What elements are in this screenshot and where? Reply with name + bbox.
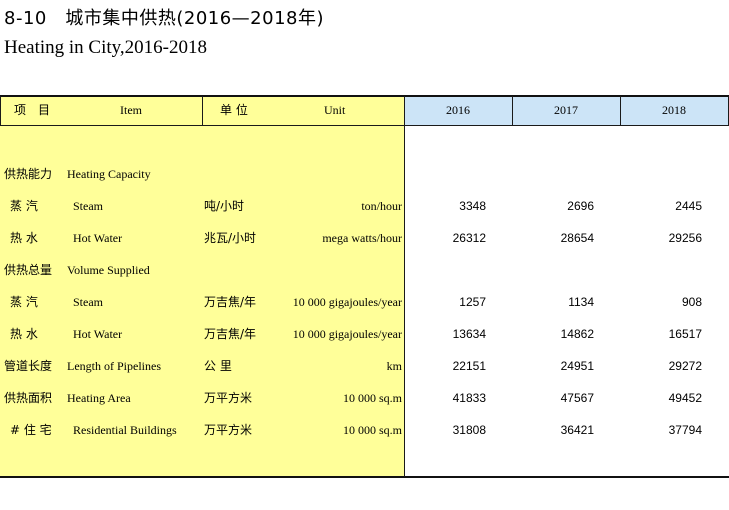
row-unit-cn: 公 里 — [204, 359, 232, 373]
label-column-divider — [404, 96, 405, 477]
row-value: 14862 — [560, 327, 594, 341]
row-value: 28654 — [560, 231, 594, 245]
row-value: 49452 — [668, 391, 702, 405]
row-label-cn: 供热总量 — [4, 263, 53, 277]
row-unit-cn: 万平方米 — [204, 391, 253, 405]
row-unit-en: ton/hour — [361, 199, 402, 213]
row-label-en: Steam — [73, 199, 103, 213]
row-value: 26312 — [452, 231, 486, 245]
row-value: 24951 — [560, 359, 594, 373]
row-unit-cn: 兆瓦/小时 — [204, 231, 257, 245]
row-label-cn: 蒸 汽 — [10, 199, 38, 213]
row-label-cn: 管道长度 — [4, 359, 53, 373]
header-bottom-rule — [0, 125, 729, 126]
row-unit-en: km — [386, 359, 402, 373]
row-label-en: Heating Area — [67, 391, 131, 405]
row-label-cn: 蒸 汽 — [10, 295, 38, 309]
header-unit-en: Unit — [324, 103, 346, 117]
row-value: 16517 — [668, 327, 702, 341]
header-divider — [512, 96, 513, 126]
label-column-background — [0, 96, 405, 476]
row-unit-cn: 万吉焦/年 — [204, 295, 257, 309]
header-divider — [202, 96, 203, 126]
row-unit-en: 10 000 sq.m — [342, 423, 402, 437]
header-year-2016: 2016 — [446, 103, 470, 117]
row-value: 13634 — [452, 327, 486, 341]
header-unit-cn: 单 位 — [220, 103, 248, 117]
row-unit-en — [250, 260, 402, 280]
row-value — [406, 260, 486, 280]
table-title-english: Heating in City,2016-2018 — [4, 37, 207, 58]
row-label-cn: # 住 宅 — [10, 423, 52, 437]
row-value: 47567 — [560, 391, 594, 405]
row-value — [514, 260, 594, 280]
row-label-en: Heating Capacity — [67, 167, 151, 181]
row-unit-en: 10 000 gigajoules/year — [292, 295, 402, 309]
row-label-cn: 热 水 — [10, 231, 38, 245]
row-value: 908 — [681, 295, 702, 309]
row-unit-en: mega watts/hour — [322, 231, 402, 245]
row-label-en: Residential Buildings — [73, 423, 177, 437]
row-label-en: Steam — [73, 295, 103, 309]
row-value — [514, 164, 594, 184]
row-value: 31808 — [452, 423, 486, 437]
row-value: 36421 — [560, 423, 594, 437]
row-value: 41833 — [452, 391, 486, 405]
header-item-en: Item — [120, 103, 142, 117]
header-top-rule — [0, 95, 729, 97]
row-value — [622, 260, 702, 280]
row-unit-cn: 吨/小时 — [204, 199, 245, 213]
row-unit-en: 10 000 sq.m — [342, 391, 402, 405]
header-item-cn: 项 目 — [14, 103, 51, 117]
row-unit-en — [250, 164, 402, 184]
row-value: 37794 — [668, 423, 702, 437]
row-value: 29272 — [668, 359, 702, 373]
row-value: 1134 — [568, 295, 594, 309]
row-value: 29256 — [668, 231, 702, 245]
table-bottom-rule — [0, 476, 729, 478]
row-label-cn: 供热能力 — [4, 167, 53, 181]
row-unit-cn: 万吉焦/年 — [204, 327, 257, 341]
row-value: 2696 — [567, 199, 594, 213]
row-label-en: Length of Pipelines — [67, 359, 161, 373]
row-value: 3348 — [459, 199, 486, 213]
row-label-en: Hot Water — [73, 231, 123, 245]
row-label-en: Volume Supplied — [67, 263, 150, 277]
row-value: 2445 — [675, 199, 702, 213]
row-unit-cn: 万平方米 — [204, 423, 253, 437]
header-divider — [620, 96, 621, 126]
row-value — [406, 164, 486, 184]
row-value: 1257 — [459, 295, 486, 309]
header-divider — [0, 96, 1, 126]
row-unit-en: 10 000 gigajoules/year — [292, 327, 402, 341]
header-year-2017: 2017 — [554, 103, 578, 117]
row-value: 22151 — [452, 359, 486, 373]
header-year-2018: 2018 — [662, 103, 686, 117]
row-label-en: Hot Water — [73, 327, 123, 341]
row-value — [622, 164, 702, 184]
row-label-cn: 供热面积 — [4, 391, 53, 405]
table-title-chinese: 8-10 城市集中供热(2016—2018年) — [4, 8, 325, 29]
row-label-cn: 热 水 — [10, 327, 38, 341]
